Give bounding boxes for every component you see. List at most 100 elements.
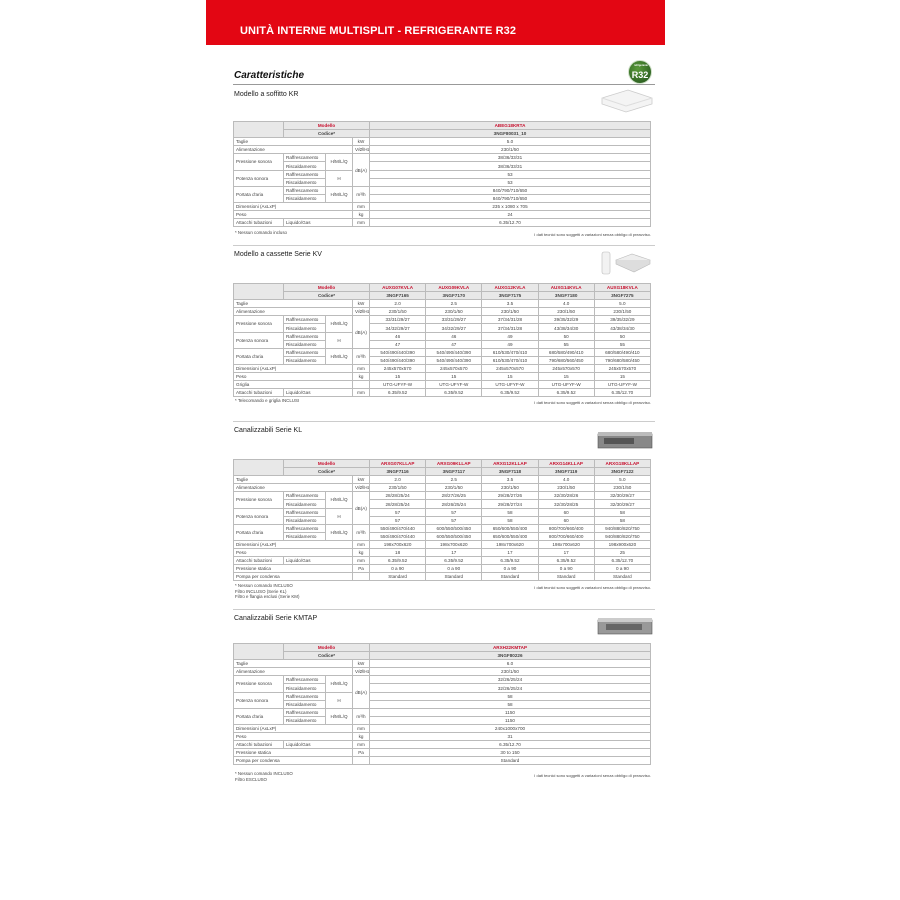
model-name: ABEG18KRTA [369, 120, 651, 131]
footnote: * Nessun comando INCLUSO Filtro ESCLUSO [235, 771, 293, 782]
taglie-label: Taglie [233, 137, 353, 147]
table-row: Pressione statica Pa 0 a 90 0 a 90 0 a 90 0 a… [233, 564, 652, 574]
portata-value: 600/550/500/450 [425, 523, 483, 533]
alimentazione-value: 230/1/50 [481, 483, 539, 493]
attacchi-value: 6.35/9.52 [368, 556, 427, 566]
table-title: Canalizzabili Serie KL [234, 427, 303, 434]
peso-value: 15 [368, 372, 427, 382]
pressione-value: 43/38/34/30 [593, 323, 652, 333]
liquido-label: Liquido/Gas [283, 740, 353, 750]
footnote: * Nessun comando INCLUSO Filtro INCLUSO (… [235, 583, 299, 600]
taglie-value: 4.0 [537, 475, 595, 485]
table-row: Pressione sonora Raffrescamento H/M/L/Q dB(… [233, 675, 651, 709]
header-banner: UNITÀ INTERNE MULTISPLIT - REFRIGERANTE … [206, 0, 665, 45]
portata-value: 680/580/490/410 [593, 347, 652, 357]
attacchi-value: 6.35/9.52 [368, 388, 427, 398]
dimensioni-value: 245x570x570 [368, 363, 427, 374]
potenza-value: 58 [369, 699, 651, 709]
griglia-value: UTG-UFYF-W [368, 380, 427, 390]
portata-value: 840/790/710/650 [369, 185, 651, 195]
table-row: Attacchi tubazioni Liquido/Gas mm 6.35/12.7… [233, 218, 651, 228]
alimentazione-value: 230/1/50 [537, 307, 595, 317]
table-row: Dimensioni (AxLxP) mm 245x570x570 245x570x5… [233, 363, 652, 374]
table-row: Potenza sonora Raffrescamento H 46 46 49 50 50 [233, 331, 652, 349]
potenza-label: Potenza sonora [233, 169, 284, 187]
griglia-value: UTG-UFYF-W [593, 380, 652, 390]
portata-label: Portata d'aria [233, 523, 284, 541]
alimentazione-value: 230/1/50 [368, 483, 427, 493]
portata-value: 540/490/440/390 [425, 347, 483, 357]
mode-label: Riscaldamento [283, 339, 326, 349]
attacchi-value: 6.35/9.52 [425, 556, 483, 566]
pompa-label: Pompa per condensa [233, 756, 353, 766]
portata-value: 790/680/560/450 [537, 355, 595, 365]
table-row: Portata d'aria Raffrescamento H/M/L/Q m³/h 8… [233, 185, 651, 203]
model-name: AUXG14KVLA [537, 282, 595, 293]
potenza-value: 58 [481, 515, 539, 525]
pressione-statica-label: Pressione statica [233, 564, 353, 574]
dimensioni-label: Dimensioni (AxLxP) [233, 723, 353, 734]
unit: m³/h [352, 523, 370, 541]
dimensioni-value: 198x700x620 [368, 539, 427, 550]
header-blank [233, 642, 284, 661]
unit: Pa [352, 748, 370, 758]
taglie-label: Taglie [233, 299, 353, 309]
pressione-statica-value: 0 a 90 [425, 564, 483, 574]
pressione-statica-value: 0 a 90 [481, 564, 539, 574]
table-row: Riscaldamento 57 57 58 60 58 [234, 515, 652, 525]
unit: mm [352, 388, 370, 398]
unit: dB(A) [352, 315, 370, 349]
model-name: ARXH22KMTAP [369, 642, 651, 653]
unit: m³/h [352, 347, 370, 365]
pompa-label: Pompa per condensa [233, 572, 353, 582]
portata-value: 680/580/490/410 [537, 347, 595, 357]
potenza-label: Potenza sonora [233, 691, 284, 709]
speed-label: H/M/L/Q [325, 153, 353, 171]
potenza-value: 47 [368, 339, 427, 349]
table-row: Riscaldamento 53 [234, 177, 651, 187]
mode-label: Raffrescamento [283, 315, 326, 325]
portata-value: 1150 [369, 707, 651, 717]
potenza-value: 57 [425, 507, 483, 517]
portata-value: 600/550/500/450 [425, 531, 483, 541]
pressione-value: 32/26/25/24 [369, 683, 651, 693]
code-label: Codice* [283, 129, 370, 139]
table-row: Riscaldamento 540/490/440/390 540/490/440/… [234, 355, 652, 365]
pressione-value: 32/30/29/27 [593, 499, 652, 509]
unit: mm [352, 539, 370, 550]
footnote: * Nessun comando incluso [235, 230, 287, 236]
peso-label: Peso [233, 372, 353, 382]
taglie-value: 2.5 [425, 475, 483, 485]
mode-label: Riscaldamento [283, 161, 326, 171]
taglie-value: 5.0 [369, 137, 651, 147]
attacchi-value: 6.35/9.52 [537, 388, 595, 398]
pressione-statica-value: 0 a 90 [537, 564, 595, 574]
peso-label: Peso [233, 210, 353, 220]
portata-value: 940/880/820/750 [593, 523, 652, 533]
footnote-line: * Nessun comando incluso [235, 230, 287, 235]
product-code: 3NGF80226 [369, 651, 651, 661]
table-row: Pressione sonora Raffrescamento H/M/L/Q dB(… [233, 491, 652, 525]
table-row: Riscaldamento 47 47 49 55 55 [234, 339, 652, 349]
catalog-page: UNITÀ INTERNE MULTISPLIT - REFRIGERANTE … [206, 0, 665, 900]
mode-label: Raffrescamento [283, 347, 326, 357]
potenza-value: 60 [537, 515, 595, 525]
model-label: Modello [283, 642, 370, 653]
peso-value: 15 [481, 372, 539, 382]
attacchi-label: Attacchi tubazioni [233, 556, 284, 566]
pressione-value: 33/31/29/27 [425, 315, 483, 325]
header-row: Modello ARXG07KLLAP ARXG09KLLAP ARXG12KLLAP… [233, 458, 652, 477]
footnote-line: Filtro e flangia esclusi (Serie KM) [235, 594, 300, 599]
footnote: * Telecomando e griglia INCLUSI [235, 398, 299, 404]
pressione-statica-value: 30 to 150 [369, 748, 651, 758]
dimensioni-value: 245x570x570 [481, 363, 539, 374]
pressione-value: 28/28/25/24 [368, 499, 427, 509]
portata-value: 800/700/660/400 [537, 531, 595, 541]
table-row: Alimentazione V/Ø/Hz 230/1/50 [233, 667, 651, 677]
table-row: Attacchi tubazioni Liquido/Gas mm 6.35/12.7… [233, 740, 651, 750]
mode-label: Raffrescamento [283, 169, 326, 179]
unit: m³/h [352, 185, 370, 203]
unit: kg [352, 372, 370, 382]
table-row: Dimensioni (AxLxP) mm 240x1000x700 [233, 723, 651, 734]
attacchi-value: 6.35/9.52 [481, 388, 539, 398]
